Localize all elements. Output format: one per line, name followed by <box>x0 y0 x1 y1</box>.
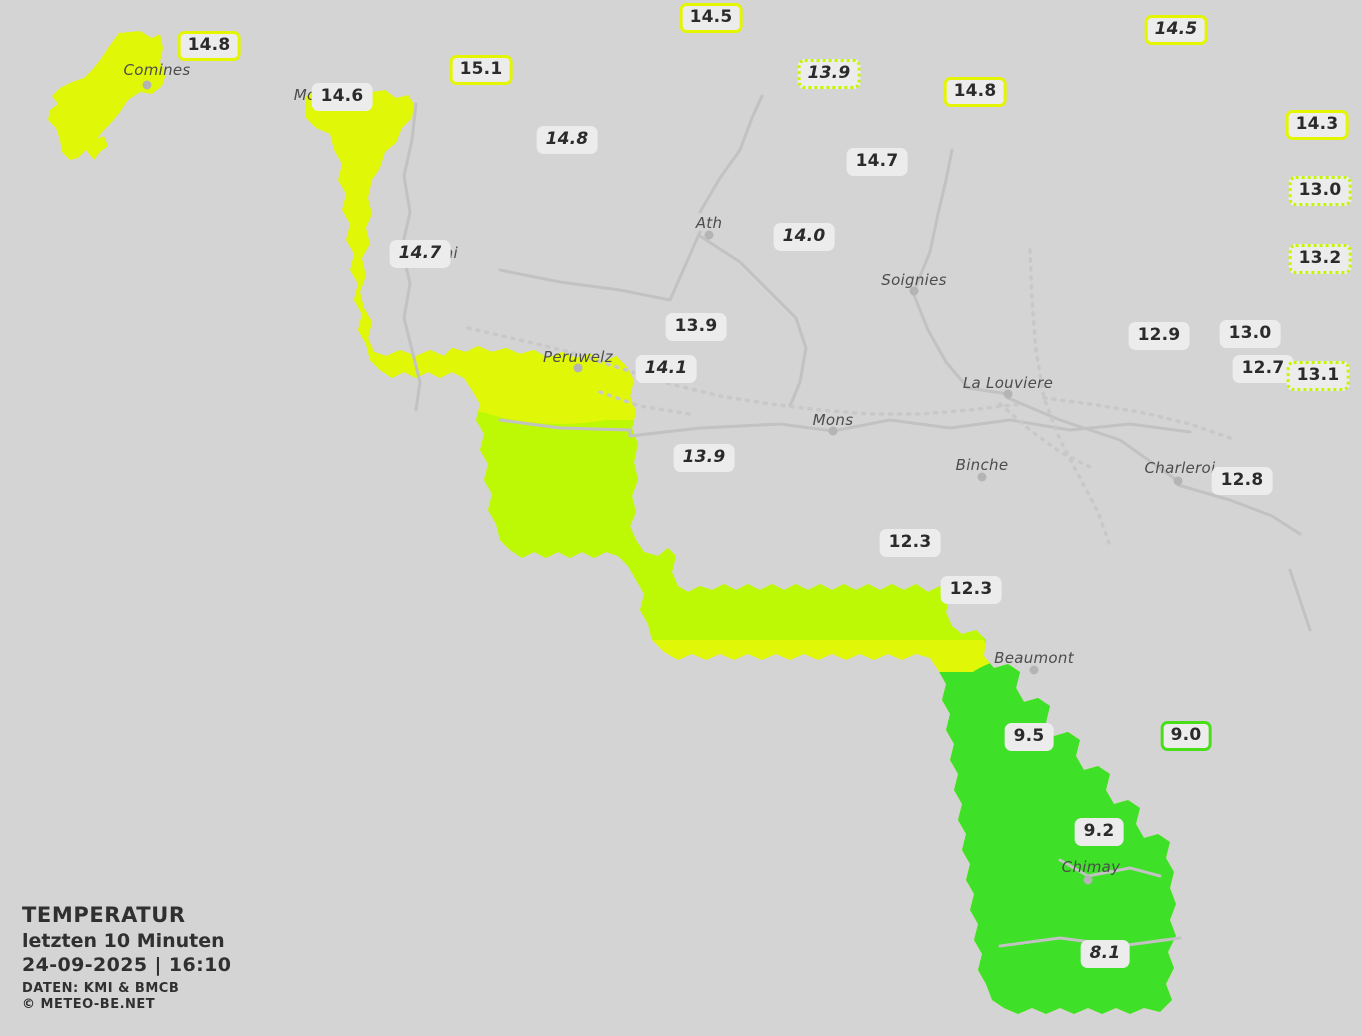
temperature-label: 14.8 <box>536 126 598 154</box>
city-marker-dot <box>573 363 583 373</box>
temperature-label: 14.5 <box>1144 15 1208 45</box>
temperature-label: 13.9 <box>665 313 727 341</box>
city-label: Soignies <box>881 271 947 289</box>
city-label: Binche <box>955 456 1009 474</box>
legend-source: DATEN: KMI & BMCB <box>22 980 180 996</box>
legend-title: TEMPERATUR <box>22 903 186 928</box>
temperature-label: 13.0 <box>1288 176 1352 206</box>
city-marker-dot <box>1029 665 1039 675</box>
temperature-label: 14.3 <box>1285 110 1349 140</box>
city-marker-dot <box>1083 875 1093 885</box>
region-comines <box>48 31 166 160</box>
legend-datetime: 24-09-2025 | 16:10 <box>22 954 232 977</box>
temperature-label: 9.5 <box>1004 723 1054 751</box>
city-label: Ath <box>695 214 723 232</box>
temperature-label: 13.9 <box>797 59 861 89</box>
city-label: La Louviere <box>962 374 1054 392</box>
temperature-label: 13.9 <box>673 444 735 472</box>
temperature-label: 15.1 <box>449 55 513 85</box>
temperature-label: 8.1 <box>1080 940 1130 968</box>
temperature-label: 13.2 <box>1288 244 1352 274</box>
temperature-label: 12.3 <box>940 576 1002 604</box>
city-marker-dot <box>704 230 714 240</box>
temperature-label: 14.5 <box>679 3 743 33</box>
city-label: Beaumont <box>994 649 1074 667</box>
city-label: Mons <box>812 411 854 429</box>
temperature-label: 12.7 <box>1232 355 1294 383</box>
city-label: Peruwelz <box>543 348 613 366</box>
city-marker-dot <box>142 80 152 90</box>
city-marker-dot <box>977 472 987 482</box>
city-marker-dot <box>1173 476 1183 486</box>
legend-subtitle: letzten 10 Minuten <box>22 930 225 953</box>
temperature-label: 12.9 <box>1128 322 1190 350</box>
temperature-label: 12.3 <box>879 529 941 557</box>
legend-copyright: © METEO-BE.NET <box>22 997 156 1013</box>
admin-borders <box>466 248 1238 548</box>
temperature-label: 14.0 <box>773 223 835 251</box>
temperature-label: 14.8 <box>943 77 1007 107</box>
temperature-label: 9.2 <box>1074 818 1124 846</box>
legend-block: TEMPERATUR letzten 10 Minuten 24-09-2025… <box>22 902 231 1014</box>
city-label: Charleroi <box>1144 459 1216 477</box>
temperature-label: 9.0 <box>1160 721 1212 751</box>
temperature-label: 14.1 <box>635 355 697 383</box>
road-network <box>400 94 1312 948</box>
city-marker-dot <box>1003 389 1013 399</box>
temperature-label: 14.6 <box>311 83 373 111</box>
temperature-label: 14.8 <box>177 31 241 61</box>
temperature-label: 12.8 <box>1211 467 1273 495</box>
temperature-label: 14.7 <box>389 240 451 268</box>
city-label: Chimay <box>1061 858 1121 876</box>
temperature-label: 13.0 <box>1219 320 1281 348</box>
temperature-label: 14.7 <box>846 148 908 176</box>
city-marker-dot <box>828 426 838 436</box>
city-marker-dot <box>909 286 919 296</box>
temperature-label: 13.1 <box>1286 361 1350 391</box>
city-label: Comines <box>123 61 191 79</box>
